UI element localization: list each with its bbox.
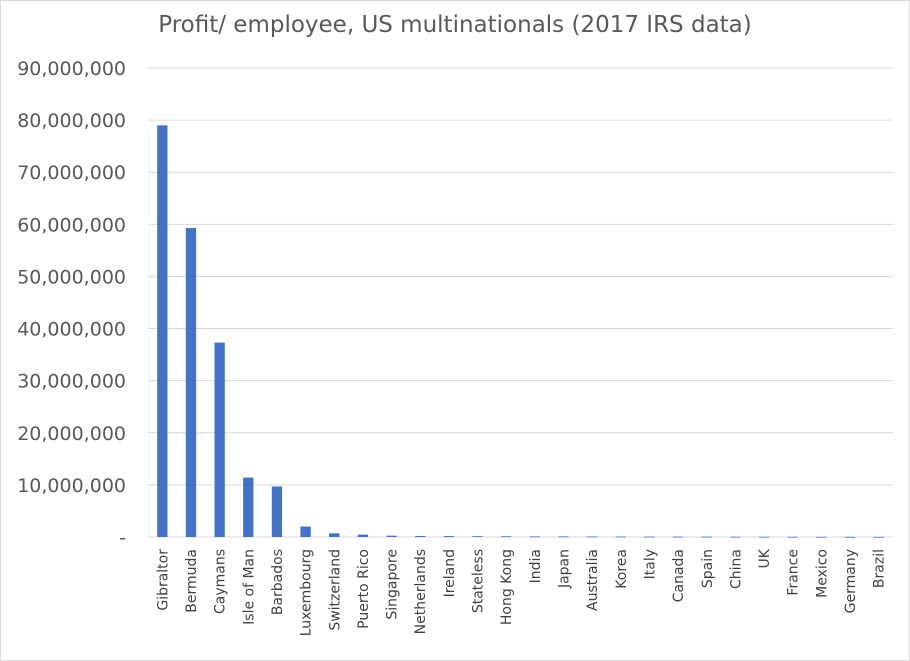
y-tick-label: - xyxy=(119,527,126,549)
x-category-label: Singapore xyxy=(385,549,401,620)
bar-caymans xyxy=(214,342,225,537)
x-category-label: Luxembourg xyxy=(299,549,315,636)
bar-ireland xyxy=(443,536,455,537)
x-category-label: Italy xyxy=(642,549,658,579)
x-category-label: Canada xyxy=(671,549,687,602)
bar-stateless xyxy=(472,536,483,537)
bar-gibraltor xyxy=(157,125,168,538)
chart-title: Profit/ employee, US multinationals (201… xyxy=(158,12,752,38)
x-category-label: Mexico xyxy=(814,549,830,598)
bar-bermuda xyxy=(185,227,197,537)
gridlines xyxy=(148,67,893,538)
bar-india xyxy=(529,536,540,538)
x-category-label: Korea xyxy=(614,549,630,589)
bar-puerto-rico xyxy=(357,534,369,537)
x-category-label: Ireland xyxy=(442,549,458,597)
x-category-label: India xyxy=(528,549,544,583)
bar-switzerland xyxy=(329,533,340,537)
x-axis-category-labels: Gibraltor Bermuda Caymans Isle of Man Barbad… xyxy=(155,548,887,636)
x-category-label: Switzerland xyxy=(327,549,343,631)
x-category-label: Hong Kong xyxy=(499,549,515,625)
bar-singapore xyxy=(386,535,397,537)
x-category-label: Germany xyxy=(843,549,859,613)
x-category-label: Bermuda xyxy=(184,549,200,613)
bar-mexico xyxy=(816,536,827,538)
bar-korea xyxy=(615,536,626,538)
y-tick-label: 90,000,000 xyxy=(17,58,126,80)
y-tick-label: 50,000,000 xyxy=(17,266,126,288)
x-category-label: Stateless xyxy=(471,549,487,613)
bar-china xyxy=(730,536,741,538)
y-axis-tick-labels: - 10,000,000 20,000,000 30,000,000 40,000,00… xyxy=(17,58,126,549)
bar-netherlands xyxy=(415,535,426,537)
bar-hong-kong xyxy=(501,536,512,538)
bar-barbados xyxy=(271,486,283,537)
bar-italy xyxy=(644,536,655,538)
y-tick-label: 30,000,000 xyxy=(17,371,126,393)
x-category-label: Barbados xyxy=(270,549,286,615)
y-tick-label: 20,000,000 xyxy=(17,423,126,445)
x-category-label: Isle of Man xyxy=(241,549,257,625)
x-category-label: Australia xyxy=(585,549,601,611)
bar-brazil xyxy=(873,536,884,538)
bars xyxy=(157,125,884,538)
bar-uk xyxy=(758,536,770,538)
y-tick-label: 60,000,000 xyxy=(17,214,126,236)
x-category-label: France xyxy=(786,549,802,596)
bar-isle-of-man xyxy=(243,477,254,537)
x-category-label: Puerto Rico xyxy=(356,549,372,629)
y-tick-label: 10,000,000 xyxy=(17,475,126,497)
x-category-label: Japan xyxy=(556,549,572,589)
x-category-label: Gibraltor xyxy=(155,549,171,611)
x-category-label: Caymans xyxy=(213,549,229,614)
bar-france xyxy=(787,536,798,538)
bar-canada xyxy=(672,536,684,538)
x-category-label: Netherlands xyxy=(413,549,429,634)
y-tick-label: 80,000,000 xyxy=(17,110,126,132)
bar-australia xyxy=(586,536,598,538)
bar-spain xyxy=(701,536,712,538)
bar-germany xyxy=(844,536,856,538)
y-tick-label: 40,000,000 xyxy=(17,319,126,341)
x-category-label: Brazil xyxy=(872,549,888,588)
x-category-label: Spain xyxy=(700,549,716,588)
x-category-label: China xyxy=(728,549,744,589)
x-category-label: UK xyxy=(757,548,773,568)
bar-japan xyxy=(558,536,569,538)
bar-luxembourg xyxy=(300,526,311,537)
y-tick-label: 70,000,000 xyxy=(17,162,126,184)
